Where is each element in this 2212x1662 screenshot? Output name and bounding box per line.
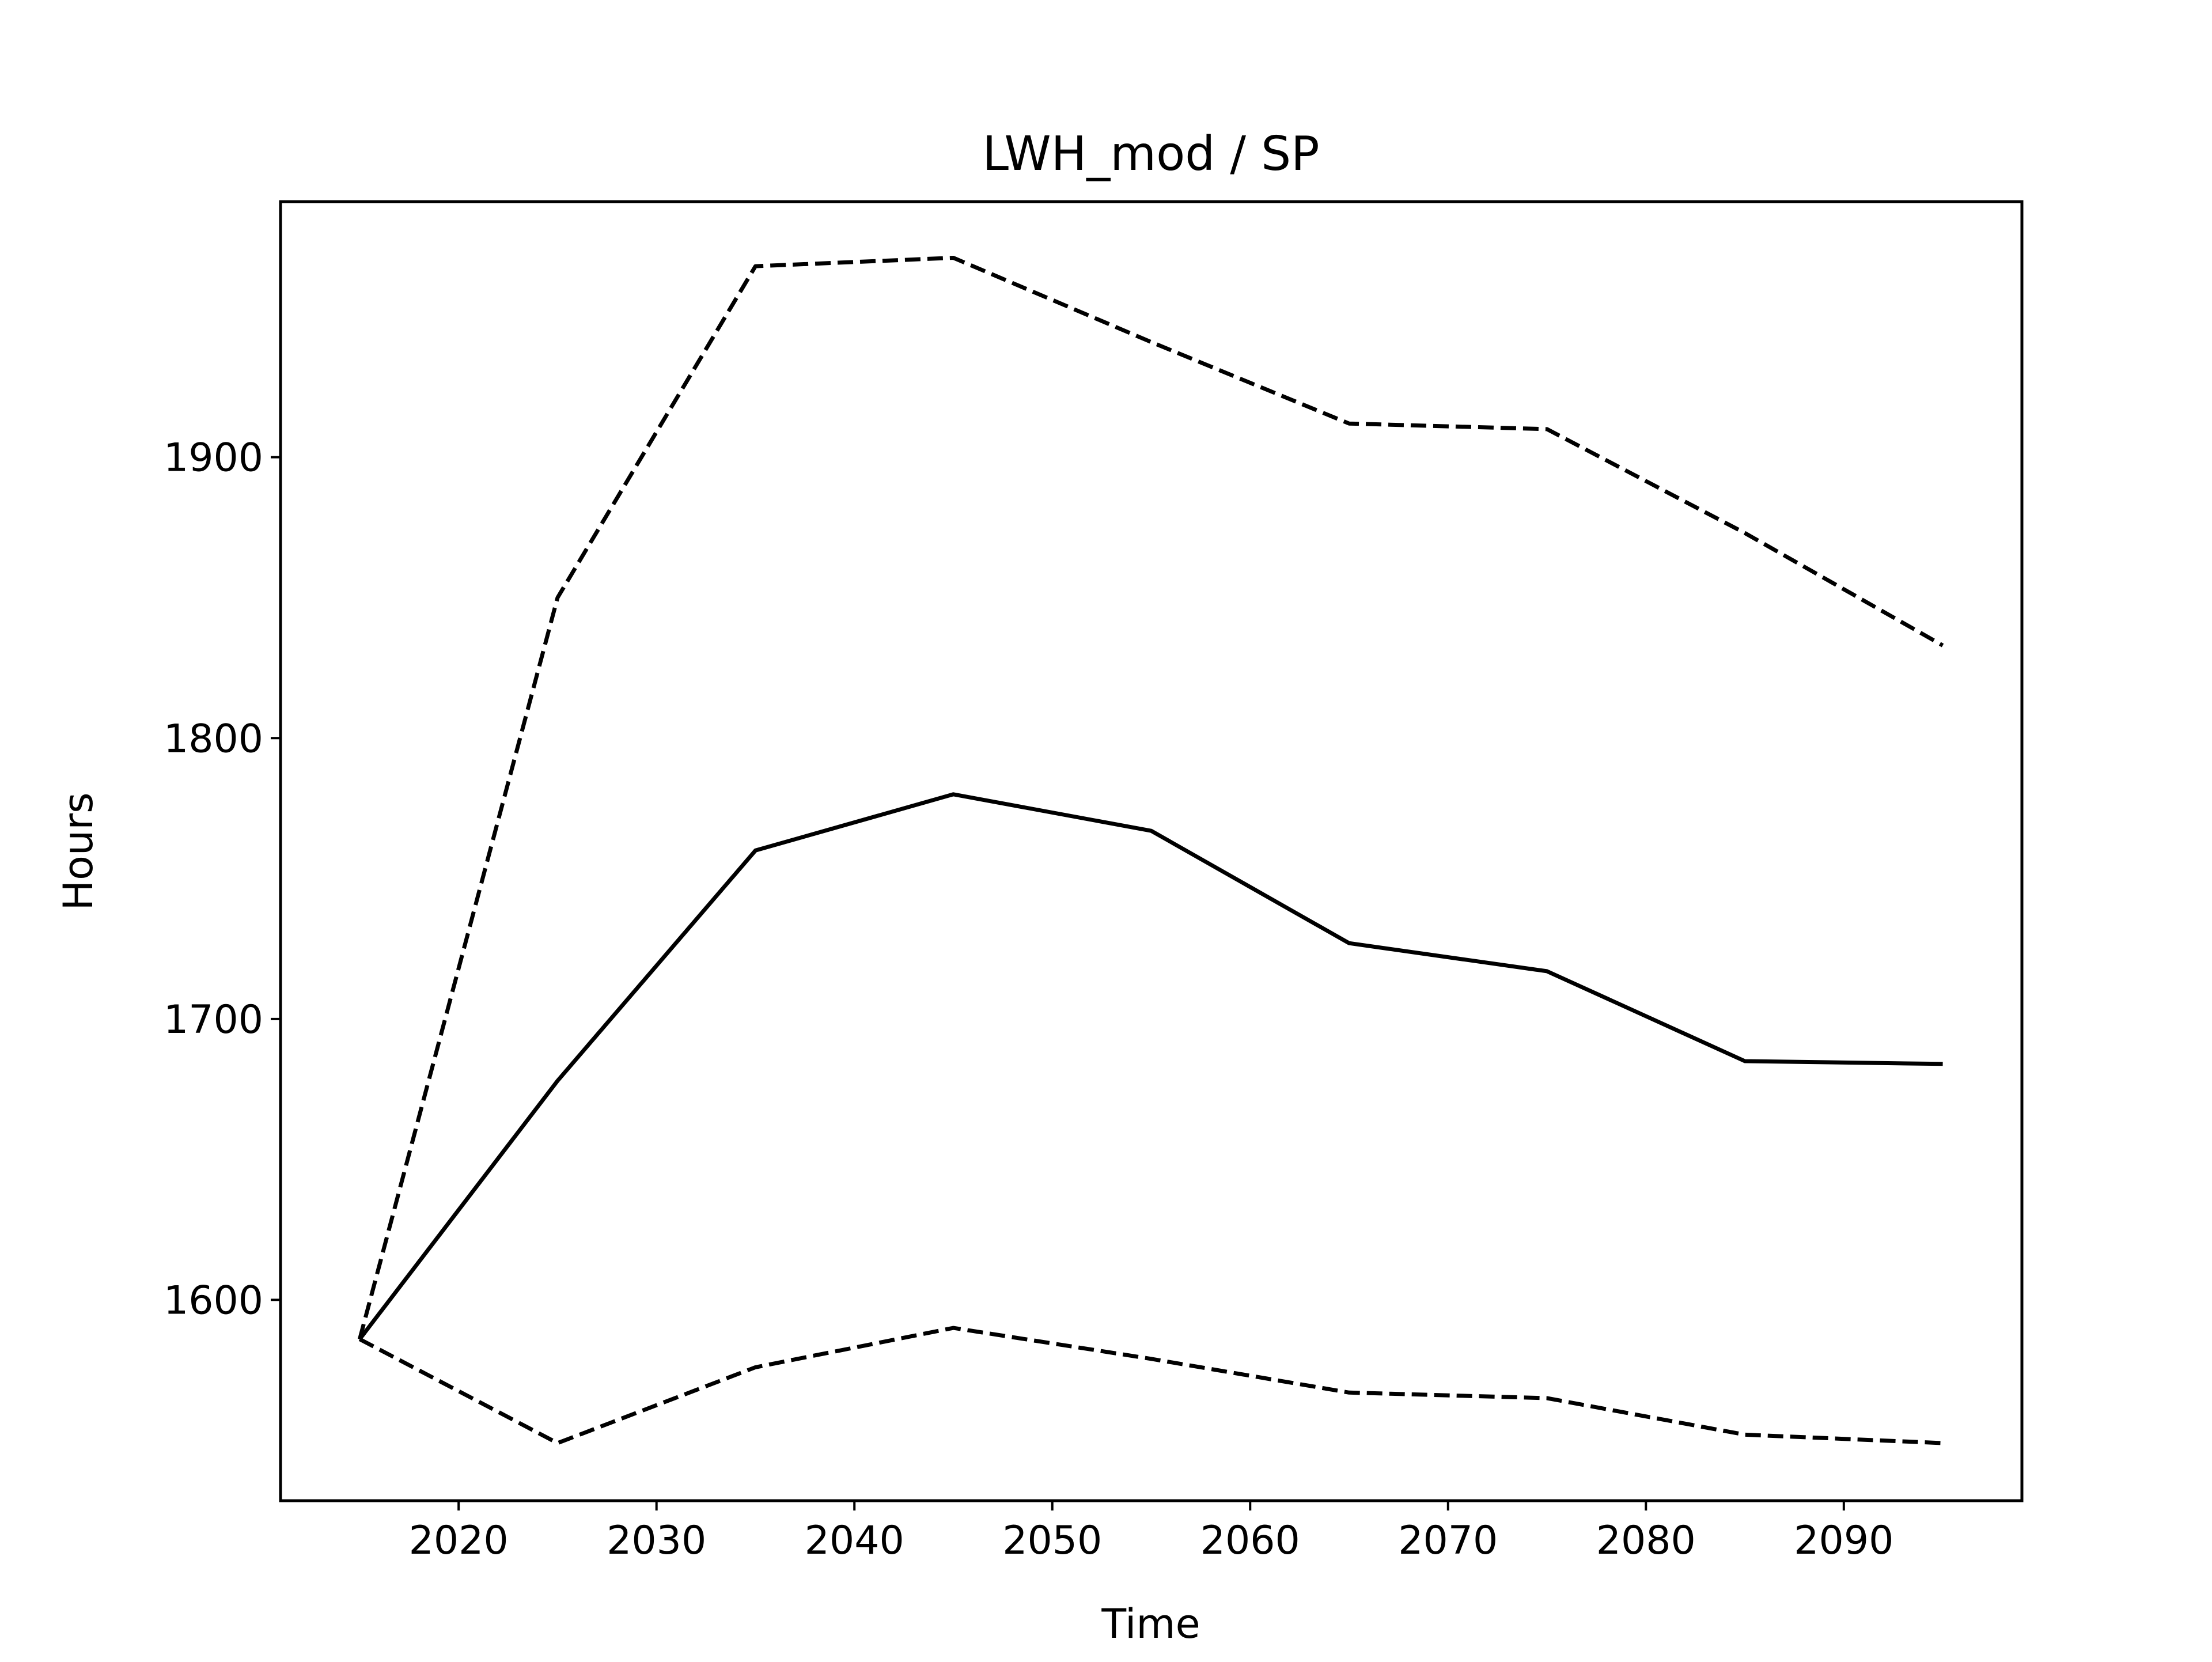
x-tick-label: 2090 <box>1794 1518 1893 1563</box>
y-axis-label: Hours <box>55 792 102 910</box>
plot-frame <box>279 200 2024 1502</box>
x-axis-label: Time <box>1101 1600 1200 1648</box>
y-axis: 1600 1700 1800 1900 <box>164 436 281 1323</box>
y-tick-label: 1800 <box>164 716 263 762</box>
x-tick-label: 2030 <box>607 1518 706 1563</box>
y-tick-label: 1700 <box>164 997 263 1043</box>
series-line-3 <box>358 1326 1943 1445</box>
x-tick-label: 2020 <box>409 1518 509 1563</box>
x-axis: 2020 2030 2040 2050 2060 2070 2080 2090 <box>409 1501 1893 1563</box>
x-tick-label: 2070 <box>1398 1518 1498 1563</box>
x-tick-label: 2050 <box>1002 1518 1102 1563</box>
y-tick-label: 1900 <box>164 436 263 481</box>
y-tick-label: 1600 <box>164 1278 263 1323</box>
x-tick-label: 2080 <box>1596 1518 1696 1563</box>
x-tick-label: 2040 <box>805 1518 904 1563</box>
chart-title: LWH_mod / SP <box>982 127 1319 181</box>
plot-lines <box>358 256 1944 1445</box>
x-tick-label: 2060 <box>1200 1518 1300 1563</box>
series-line-2 <box>358 792 1943 1341</box>
